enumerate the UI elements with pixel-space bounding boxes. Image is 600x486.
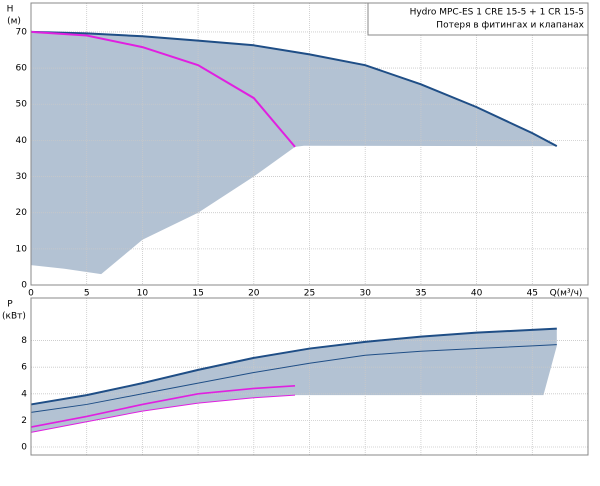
y-tick-label: 6 bbox=[21, 363, 27, 373]
curve bbox=[30, 327, 557, 406]
y-tick-label: 40 bbox=[16, 136, 28, 146]
y-tick-label: 0 bbox=[21, 281, 27, 291]
y-tick-label: 2 bbox=[21, 416, 27, 426]
y-tick-label: 20 bbox=[16, 208, 28, 218]
operating-region bbox=[31, 328, 557, 433]
curve bbox=[30, 30, 558, 148]
y-tick-label: 8 bbox=[21, 336, 27, 346]
curve bbox=[30, 344, 557, 413]
x-tick-label: 35 bbox=[415, 289, 426, 299]
x-tick-label: 15 bbox=[192, 289, 203, 299]
curve bbox=[30, 394, 296, 433]
legend-text: Потеря в фитингах и клапанах bbox=[436, 21, 584, 31]
x-tick-label: 40 bbox=[471, 289, 483, 299]
x-tick-label: 20 bbox=[248, 289, 260, 299]
curve bbox=[30, 385, 296, 428]
curve bbox=[30, 30, 296, 148]
legend-box bbox=[367, 2, 589, 36]
plot-frame bbox=[30, 2, 589, 286]
y-tick-label: 10 bbox=[16, 244, 28, 254]
x-tick-label: 0 bbox=[28, 289, 34, 299]
x-tick-label: 5 bbox=[84, 289, 90, 299]
x-tick-label: 25 bbox=[304, 289, 315, 299]
y-tick-label: 4 bbox=[21, 389, 27, 399]
y-axis-label: P bbox=[7, 300, 13, 310]
y-tick-label: 0 bbox=[21, 443, 27, 453]
y-axis-label: H bbox=[7, 5, 14, 15]
y-tick-label: 30 bbox=[16, 172, 28, 182]
y-axis-unit: (м) bbox=[7, 17, 21, 27]
y-tick-label: 60 bbox=[16, 64, 28, 74]
operating-region bbox=[31, 31, 557, 275]
legend-text: Hydro MPC-ES 1 CRE 15-5 + 1 CR 15-5 bbox=[410, 8, 584, 18]
x-axis-label: Q(м³/ч) bbox=[550, 289, 583, 299]
y-axis-unit: (кВт) bbox=[2, 312, 26, 322]
x-tick-label: 10 bbox=[137, 289, 149, 299]
plot-frame bbox=[30, 297, 589, 456]
x-tick-label: 30 bbox=[359, 289, 371, 299]
x-tick-label: 45 bbox=[527, 289, 538, 299]
y-tick-label: 70 bbox=[16, 27, 28, 37]
y-tick-label: 50 bbox=[16, 100, 28, 110]
